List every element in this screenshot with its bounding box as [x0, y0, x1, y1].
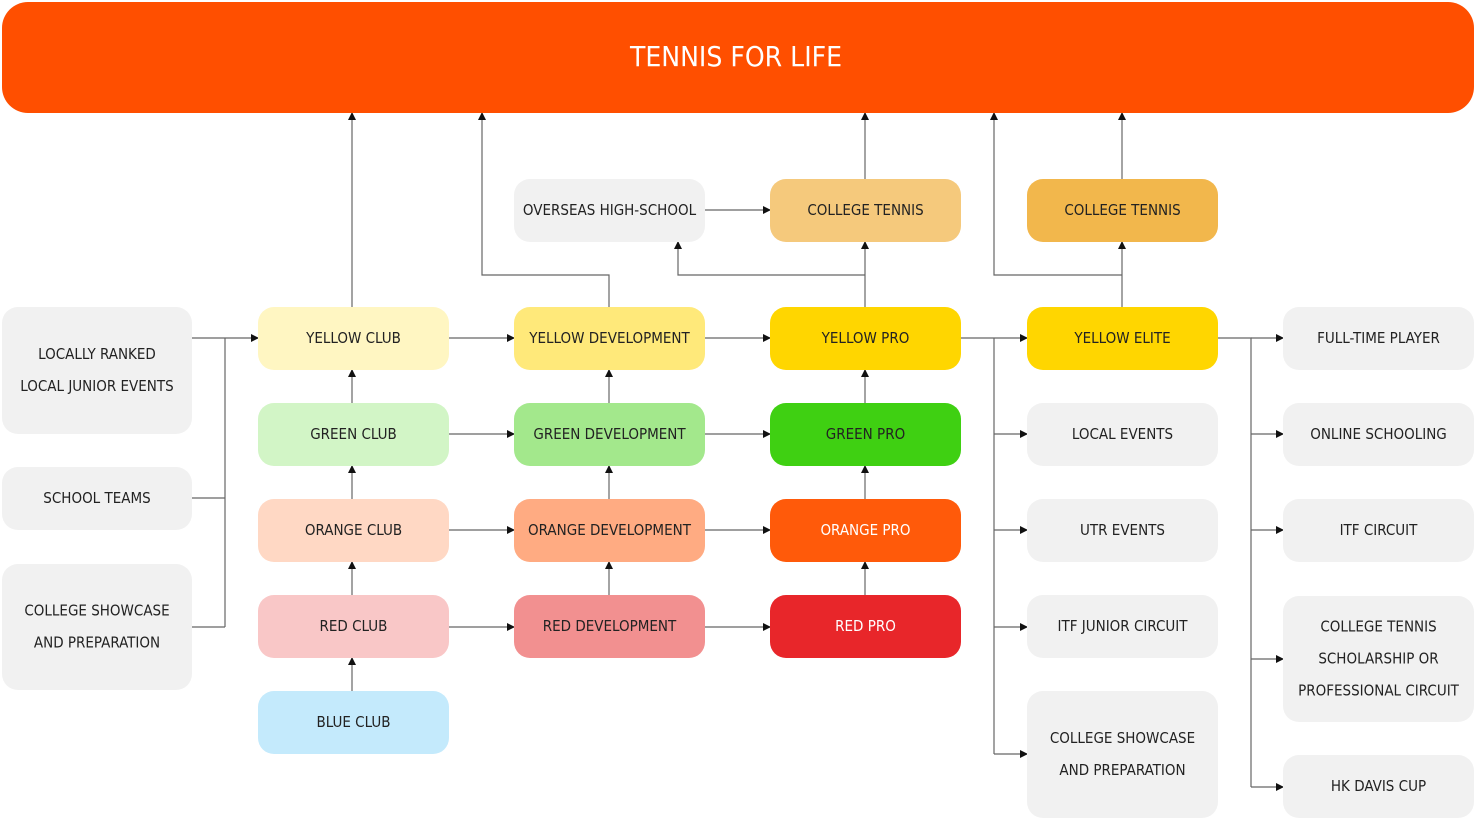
node-label: AND PREPARATION — [34, 634, 160, 652]
node-label: SCHOLARSHIP OR — [1318, 650, 1438, 668]
connector — [990, 112, 1122, 276]
connector — [1218, 337, 1252, 787]
node-box — [514, 595, 705, 658]
node-label: LOCAL EVENTS — [1072, 425, 1173, 443]
node-label: COLLEGE SHOWCASE — [24, 602, 169, 620]
node-box — [1027, 179, 1218, 242]
node-label: LOCALLY RANKED — [38, 345, 156, 363]
node-box — [258, 307, 449, 370]
header-title: TENNIS FOR LIFE — [629, 40, 842, 73]
node-box — [258, 691, 449, 754]
node-label: ORANGE PRO — [820, 521, 910, 539]
node-label: HK DAVIS CUP — [1331, 777, 1426, 795]
header-bar — [2, 2, 1474, 113]
node-box — [2, 467, 192, 530]
connectors — [192, 112, 1284, 791]
node-box — [1283, 755, 1474, 818]
node-box — [770, 179, 961, 242]
node-box — [770, 403, 961, 466]
node-label: COLLEGE SHOWCASE — [1050, 729, 1195, 747]
node-label: AND PREPARATION — [1059, 761, 1185, 779]
node-label: ORANGE CLUB — [305, 521, 402, 539]
node-box — [1027, 307, 1218, 370]
node-label: ORANGE DEVELOPMENT — [528, 521, 692, 539]
node-box — [1283, 499, 1474, 562]
node-box — [1283, 403, 1474, 466]
node-label: YELLOW PRO — [821, 329, 910, 347]
node-label: YELLOW DEVELOPMENT — [528, 329, 690, 347]
node-label: OVERSEAS HIGH-SCHOOL — [523, 201, 697, 219]
connector — [478, 112, 610, 307]
node-label: RED PRO — [835, 617, 896, 635]
node-label: ITF CIRCUIT — [1340, 521, 1419, 539]
node-label: PROFESSIONAL CIRCUIT — [1298, 682, 1460, 700]
node-label: FULL-TIME PLAYER — [1317, 329, 1440, 347]
node-label: ONLINE SCHOOLING — [1310, 425, 1447, 443]
node-label: GREEN CLUB — [310, 425, 397, 443]
node-label: BLUE CLUB — [316, 713, 390, 731]
connector — [674, 241, 865, 276]
node-box — [258, 595, 449, 658]
node-box — [514, 307, 705, 370]
node-label: COLLEGE TENNIS — [807, 201, 923, 219]
node-label: GREEN DEVELOPMENT — [533, 425, 686, 443]
node-label: COLLEGE TENNIS — [1064, 201, 1180, 219]
node-label: SCHOOL TEAMS — [43, 489, 150, 507]
node-label: RED DEVELOPMENT — [543, 617, 677, 635]
node-box — [770, 307, 961, 370]
node-box — [514, 179, 705, 242]
node-box — [1283, 307, 1474, 370]
node-label: ITF JUNIOR CIRCUIT — [1057, 617, 1188, 635]
node-label: YELLOW ELITE — [1073, 329, 1170, 347]
node-box — [1027, 499, 1218, 562]
node-label: RED CLUB — [320, 617, 388, 635]
node-box — [258, 403, 449, 466]
node-box — [1027, 595, 1218, 658]
node-label: YELLOW CLUB — [305, 329, 401, 347]
node-box — [1027, 691, 1218, 818]
node-label: UTR EVENTS — [1080, 521, 1165, 539]
node-box — [1283, 596, 1474, 722]
node-label: LOCAL JUNIOR EVENTS — [20, 377, 173, 395]
node-box — [258, 499, 449, 562]
node-box — [514, 499, 705, 562]
node-box — [770, 499, 961, 562]
node-box — [514, 403, 705, 466]
node-box — [2, 564, 192, 690]
node-box — [2, 307, 192, 434]
node-box — [770, 595, 961, 658]
node-box — [1027, 403, 1218, 466]
node-label: COLLEGE TENNIS — [1320, 618, 1436, 636]
node-label: GREEN PRO — [826, 425, 905, 443]
